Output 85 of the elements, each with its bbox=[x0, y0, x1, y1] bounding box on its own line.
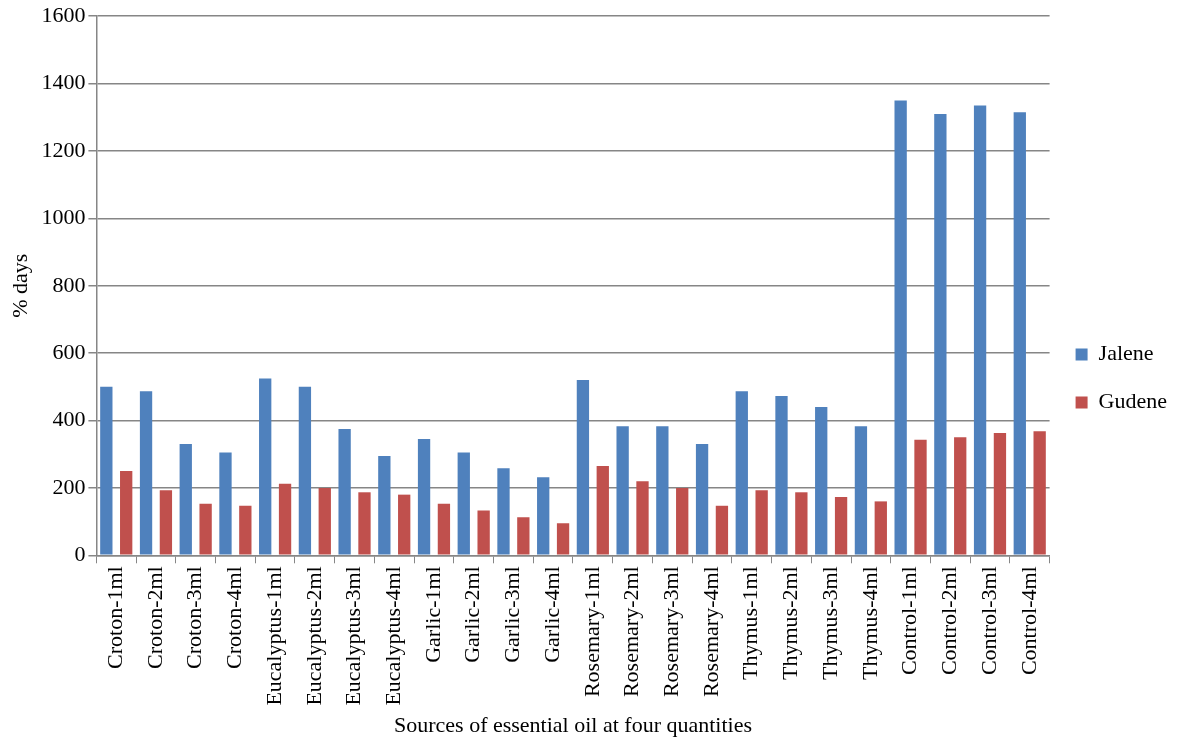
bar bbox=[219, 452, 232, 555]
x-tick-label: Eucalyptus-4ml bbox=[380, 566, 406, 706]
y-tick-label: 800 bbox=[52, 271, 86, 297]
bar bbox=[120, 471, 133, 555]
bar bbox=[616, 426, 629, 555]
bar bbox=[239, 505, 252, 555]
x-tick-label: Rosemary-1ml bbox=[578, 566, 604, 698]
y-tick-label: 600 bbox=[52, 338, 86, 364]
y-axis-title: % days bbox=[6, 253, 32, 318]
y-tick-label: 400 bbox=[52, 406, 86, 432]
bar bbox=[100, 386, 113, 555]
y-tick-label: 1600 bbox=[41, 1, 86, 27]
y-tick-label: 200 bbox=[52, 473, 86, 499]
bar bbox=[735, 391, 748, 555]
bar bbox=[795, 492, 808, 555]
bar bbox=[576, 380, 590, 555]
legend-label: Gudene bbox=[1098, 388, 1167, 414]
bar bbox=[199, 503, 212, 555]
x-tick-label: Croton-3ml bbox=[181, 566, 207, 669]
bar bbox=[993, 432, 1007, 555]
bar bbox=[278, 483, 292, 555]
x-tick-label: Thymus-1ml bbox=[737, 566, 763, 680]
y-tick-label: 1400 bbox=[41, 69, 86, 95]
bar bbox=[815, 407, 828, 555]
x-tick-label: Croton-4ml bbox=[221, 566, 247, 669]
bar bbox=[676, 487, 689, 555]
x-tick-label: Garlic-2ml bbox=[459, 566, 485, 663]
bar bbox=[298, 386, 312, 555]
x-tick-label: Rosemary-3ml bbox=[658, 566, 684, 698]
y-tick-label: 0 bbox=[74, 541, 86, 567]
bar bbox=[159, 490, 173, 555]
x-tick-label: Garlic-1ml bbox=[419, 566, 445, 663]
y-tick-label: 1200 bbox=[41, 136, 86, 162]
x-tick-label: Control-1ml bbox=[896, 566, 922, 676]
x-tick-label: Rosemary-2ml bbox=[618, 566, 644, 698]
bar bbox=[1033, 431, 1046, 555]
bar bbox=[834, 497, 848, 555]
bar bbox=[636, 481, 649, 555]
x-tick-label: Eucalyptus-3ml bbox=[340, 566, 366, 706]
x-axis-title: Sources of essential oil at four quantities bbox=[393, 711, 753, 737]
x-tick-label: Control-2ml bbox=[936, 566, 962, 676]
bar bbox=[179, 444, 192, 555]
bar bbox=[715, 505, 729, 555]
x-tick-label: Thymus-3ml bbox=[816, 566, 842, 680]
bar bbox=[775, 395, 788, 555]
bar bbox=[695, 444, 709, 555]
x-tick-label: Garlic-4ml bbox=[538, 566, 564, 663]
x-tick-label: Control-4ml bbox=[1015, 566, 1041, 676]
bar bbox=[338, 428, 351, 555]
bar bbox=[755, 490, 768, 555]
bar bbox=[854, 426, 868, 555]
bar bbox=[457, 452, 470, 555]
bar bbox=[437, 503, 451, 555]
bar bbox=[139, 391, 153, 555]
bar bbox=[259, 378, 272, 555]
x-tick-label: Rosemary-4ml bbox=[697, 566, 723, 698]
bar bbox=[954, 437, 967, 555]
x-tick-label: Thymus-2ml bbox=[777, 566, 803, 680]
x-tick-label: Eucalyptus-1ml bbox=[260, 566, 286, 706]
x-tick-label: Garlic-3ml bbox=[499, 566, 525, 663]
bar bbox=[894, 100, 907, 555]
bar bbox=[517, 517, 530, 555]
legend-label: Jalene bbox=[1098, 340, 1154, 366]
bar bbox=[1013, 112, 1026, 555]
x-tick-label: Croton-2ml bbox=[141, 566, 167, 669]
bar bbox=[537, 477, 550, 555]
x-tick-label: Thymus-4ml bbox=[856, 566, 882, 680]
bar bbox=[934, 113, 947, 555]
bar bbox=[497, 468, 510, 555]
bar bbox=[477, 510, 490, 555]
bar bbox=[596, 466, 609, 555]
bar bbox=[358, 492, 371, 555]
bar bbox=[874, 501, 887, 555]
bar bbox=[973, 105, 987, 555]
x-tick-label: Eucalyptus-2ml bbox=[300, 566, 326, 706]
x-tick-label: Control-3ml bbox=[975, 566, 1001, 676]
bar bbox=[656, 426, 669, 555]
bar bbox=[398, 494, 411, 555]
bar bbox=[417, 439, 431, 555]
bar bbox=[318, 487, 331, 555]
x-tick-label: Croton-1ml bbox=[102, 566, 128, 669]
bar bbox=[914, 439, 927, 555]
y-tick-label: 1000 bbox=[41, 204, 86, 230]
bar bbox=[556, 523, 570, 555]
bar bbox=[378, 455, 391, 555]
